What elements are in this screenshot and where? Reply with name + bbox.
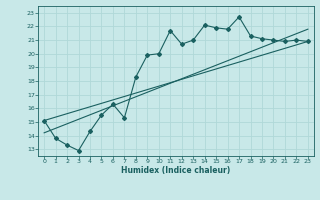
X-axis label: Humidex (Indice chaleur): Humidex (Indice chaleur) [121,166,231,175]
